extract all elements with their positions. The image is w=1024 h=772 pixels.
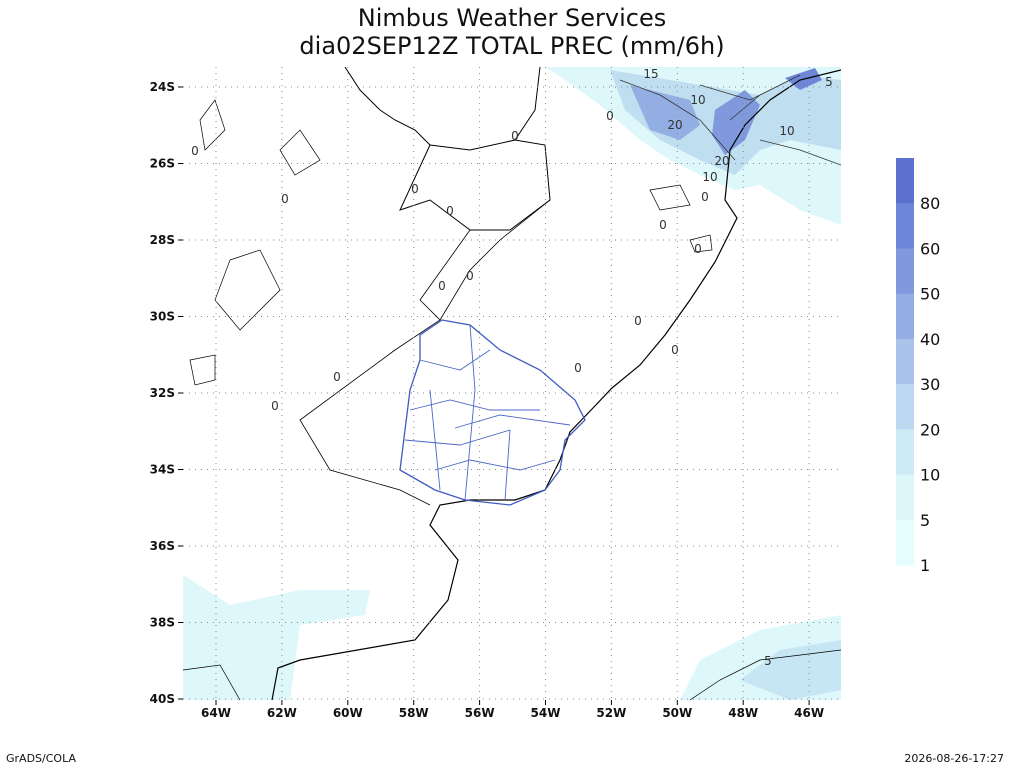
- colorbar-label: 80: [920, 194, 940, 213]
- contour-label: 20: [714, 154, 729, 168]
- colorbar-label: 1: [920, 556, 930, 575]
- contour-line: [619, 74, 841, 166]
- lon-label: 64W: [201, 706, 231, 720]
- colorbar-swatch: [896, 158, 914, 204]
- contour-label: 0: [701, 190, 709, 204]
- colorbar-swatch: [896, 384, 914, 430]
- contour-label: 10: [702, 170, 717, 184]
- coastline: [271, 69, 841, 700]
- lat-label: 30S: [150, 310, 175, 324]
- contour-label: 0: [438, 279, 446, 293]
- colorbar-label: 40: [920, 330, 940, 349]
- colorbar-label: 60: [920, 239, 940, 258]
- lat-label: 40S: [150, 692, 175, 706]
- contour-label: 0: [511, 129, 519, 143]
- precip-area: [183, 575, 370, 700]
- contour-label: 0: [446, 204, 454, 218]
- precip-area: [630, 85, 700, 140]
- colorbar-swatch: [896, 519, 914, 566]
- contour-label: 0: [466, 269, 474, 283]
- grid: [178, 67, 841, 705]
- uruguay-outline: [399, 319, 586, 506]
- precip-area: [740, 640, 841, 700]
- border: [344, 67, 551, 231]
- lon-label: 54W: [531, 706, 561, 720]
- contour-label: 0: [281, 192, 289, 206]
- contour-label: 5: [825, 75, 833, 89]
- contour-label: 0: [606, 109, 614, 123]
- lon-label: 48W: [728, 706, 758, 720]
- colorbar-swatch: [896, 293, 914, 340]
- contour-label: 0: [333, 370, 341, 384]
- subtitle: dia02SEP12Z TOTAL PREC (mm/6h): [299, 32, 724, 60]
- contour-label: 5: [764, 654, 772, 668]
- contour-label: 0: [671, 343, 679, 357]
- contour-label: 0: [659, 218, 667, 232]
- contour-label: 0: [411, 182, 419, 196]
- department-borders: [404, 324, 571, 501]
- lat-label: 28S: [150, 233, 175, 247]
- lon-label: 50W: [662, 706, 692, 720]
- colorbar-swatch: [896, 248, 914, 295]
- lat-label: 38S: [150, 616, 175, 630]
- colorbar: 80 60 50 40 30 20 10 5 1: [896, 158, 940, 575]
- lon-label: 56W: [465, 706, 495, 720]
- lat-label: 32S: [150, 386, 175, 400]
- colorbar-swatch: [896, 338, 914, 385]
- colorbar-swatch: [896, 474, 914, 521]
- colorbar-label: 50: [920, 285, 940, 304]
- contour-label: 15: [643, 67, 658, 81]
- contour-line: [183, 99, 841, 700]
- precip-area: [712, 90, 760, 155]
- contour-label: 0: [634, 314, 642, 328]
- lon-label: 60W: [333, 706, 363, 720]
- contour-label: 0: [574, 361, 582, 375]
- title: Nimbus Weather Services: [358, 4, 666, 32]
- contour-label: 0: [271, 399, 279, 413]
- lat-label: 26S: [150, 157, 175, 171]
- contour-label: 10: [779, 124, 794, 138]
- contour-label: 10: [690, 93, 705, 107]
- lat-label: 36S: [150, 539, 175, 553]
- colorbar-label: 5: [920, 511, 930, 530]
- colorbar-swatch: [896, 429, 914, 476]
- lon-label: 58W: [399, 706, 429, 720]
- colorbar-label: 10: [920, 466, 940, 485]
- lon-label: 46W: [794, 706, 824, 720]
- contour-label: 0: [191, 144, 199, 158]
- colorbar-label: 20: [920, 420, 940, 439]
- lat-label: 24S: [150, 80, 175, 94]
- footer-left: GrADS/COLA: [6, 752, 76, 765]
- lon-label: 62W: [267, 706, 297, 720]
- lon-label: 52W: [596, 706, 626, 720]
- colorbar-swatch: [896, 203, 914, 249]
- colorbar-label: 30: [920, 375, 940, 394]
- contour-label: 20: [667, 118, 682, 132]
- contour-label: 0: [694, 242, 702, 256]
- map-area: [178, 67, 841, 705]
- lat-label: 34S: [150, 463, 175, 477]
- footer-right: 2026-08-26-17:27: [904, 752, 1004, 765]
